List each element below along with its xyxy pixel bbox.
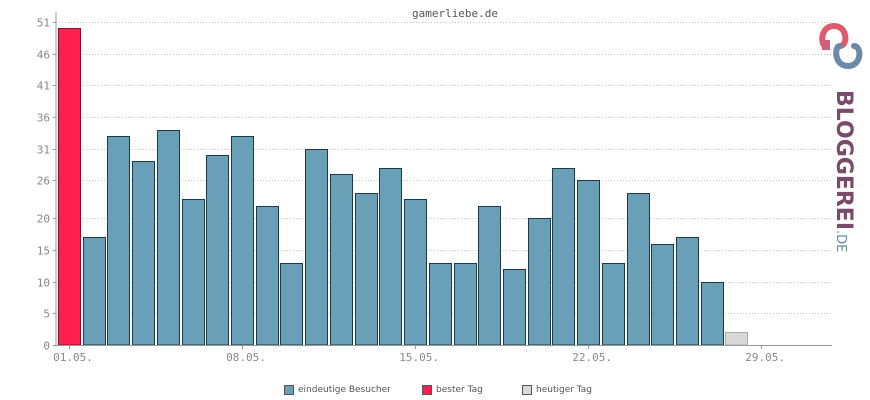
x-tick-label: 29.05. — [745, 351, 785, 364]
bar-day-15 — [404, 199, 427, 346]
y-tick-label: 51 — [37, 17, 50, 30]
y-tick-label: 10 — [37, 277, 50, 290]
bars — [58, 28, 748, 346]
bar-best-day — [58, 28, 81, 346]
bar-day-11 — [305, 149, 328, 346]
x-tick-label: 01.05. — [53, 351, 93, 364]
legend-label-best-day: bester Tag — [436, 385, 483, 395]
x-tick-label: 08.05. — [226, 351, 266, 364]
bar-day-19 — [503, 269, 526, 346]
y-tick-label: 26 — [37, 175, 50, 188]
y-tick-label: 5 — [43, 308, 50, 321]
chart-title: gamerliebe.de — [412, 7, 498, 20]
bloggerei-logo-icon — [819, 22, 863, 70]
legend-swatch-best-day — [422, 385, 432, 395]
bar-day-24 — [627, 193, 650, 346]
legend: eindeutige Besucher bester Tag heutiger … — [0, 385, 870, 399]
legend-item-today: heutiger Tag — [522, 385, 592, 395]
y-axis-ticks: 0 5 10 15 20 26 31 36 41 46 51 — [37, 17, 56, 353]
y-tick-label: 41 — [37, 80, 50, 93]
bloggerei-logo: BLOGGEREI.DE — [814, 18, 870, 252]
y-tick-label: 20 — [37, 213, 50, 226]
bar-day-3 — [107, 136, 130, 346]
bar-day-25 — [651, 244, 674, 346]
bar-day-16 — [429, 263, 452, 346]
bar-day-26 — [676, 237, 699, 346]
bar-day-9 — [256, 206, 279, 346]
bar-day-23 — [602, 263, 625, 346]
legend-swatch-today — [522, 385, 532, 395]
bar-day-17 — [454, 263, 477, 346]
bar-day-12 — [330, 174, 353, 346]
bar-day-5 — [157, 130, 180, 346]
y-tick-label: 36 — [37, 112, 50, 125]
bloggerei-logo-text: BLOGGEREI.DE — [831, 90, 856, 253]
bar-day-10 — [280, 263, 303, 346]
bar-day-4 — [132, 161, 155, 346]
legend-item-best-day: bester Tag — [422, 385, 483, 395]
bar-today — [725, 332, 748, 346]
legend-item-visitors: eindeutige Besucher — [284, 385, 391, 395]
bar-day-13 — [355, 193, 378, 346]
bar-day-2 — [83, 237, 106, 346]
bar-day-7 — [206, 155, 229, 346]
bar-day-6 — [182, 199, 205, 346]
bar-day-21 — [552, 168, 575, 346]
chart-area: gamerliebe.de 0 5 10 15 20 26 31 36 41 46 51 01.05… — [37, 7, 832, 364]
y-tick-label: 46 — [37, 49, 50, 62]
bar-day-18 — [478, 206, 501, 346]
bar-day-20 — [528, 218, 551, 346]
legend-label-visitors: eindeutige Besucher — [298, 385, 391, 395]
bar-day-14 — [379, 168, 402, 346]
x-axis-ticks: 01.05. 08.05. 15.05. 22.05. 29.05. — [53, 345, 785, 364]
legend-label-today: heutiger Tag — [536, 385, 593, 395]
y-tick-label: 0 — [43, 340, 50, 353]
y-tick-label: 15 — [37, 245, 50, 258]
bar-day-22 — [577, 180, 600, 346]
bar-day-27 — [701, 282, 724, 346]
y-tick-label: 31 — [37, 144, 50, 157]
bar-day-8 — [231, 136, 254, 346]
x-tick-label: 15.05. — [399, 351, 439, 364]
x-tick-label: 22.05. — [572, 351, 612, 364]
legend-swatch-visitors — [284, 385, 294, 395]
